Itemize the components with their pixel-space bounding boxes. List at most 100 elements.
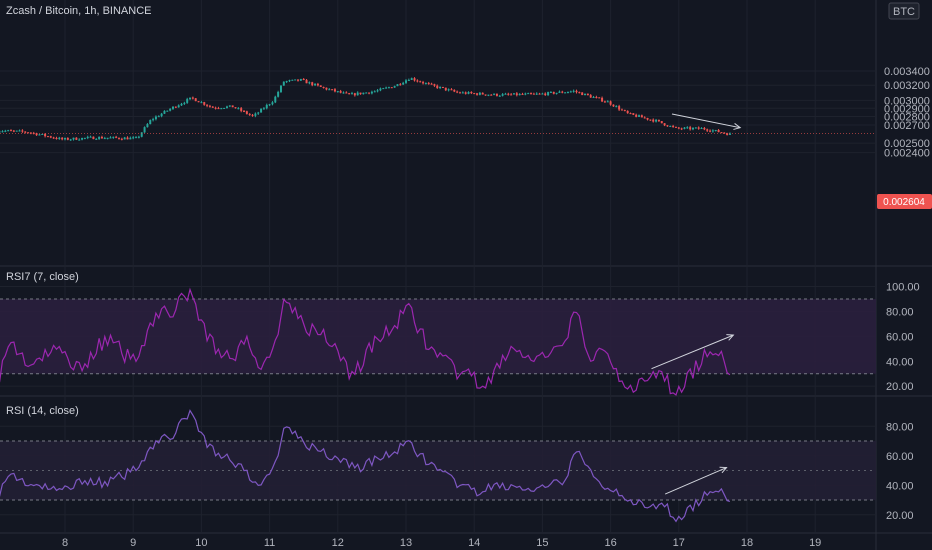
- candle-body: [424, 83, 427, 85]
- candle-body: [106, 137, 109, 139]
- price-tick-label: 0.003000: [884, 95, 930, 107]
- candle-body: [336, 91, 339, 93]
- candle-body: [46, 136, 49, 138]
- candle-body: [294, 79, 297, 81]
- candle-body: [672, 125, 675, 127]
- candle-body: [376, 90, 379, 92]
- candle-body: [569, 91, 572, 93]
- candle-body: [407, 79, 410, 81]
- candle-body: [279, 85, 282, 92]
- candle-body: [152, 119, 155, 121]
- rsi14-trend-arrow: [664, 467, 727, 495]
- candle-body: [430, 83, 433, 85]
- candle-body: [274, 96, 277, 103]
- candle-body: [385, 87, 388, 89]
- price-tick-label: 0.002900: [884, 103, 930, 115]
- candle-body: [566, 92, 569, 94]
- candle-body: [530, 93, 533, 95]
- candle-body: [436, 85, 439, 89]
- candle-body: [694, 127, 697, 129]
- candle-body: [686, 127, 689, 129]
- candle-body: [589, 95, 592, 98]
- candle-body: [1, 131, 4, 133]
- candle-body: [21, 130, 24, 132]
- candle-body: [552, 91, 555, 94]
- candle-body: [666, 125, 669, 127]
- candle-body: [527, 93, 530, 95]
- x-tick-label: 11: [264, 537, 275, 549]
- candle-body: [137, 136, 140, 138]
- candle-body: [86, 136, 89, 138]
- candle-body: [166, 110, 169, 112]
- candle-body: [450, 89, 453, 91]
- candle-body: [464, 92, 467, 94]
- candle-body: [243, 110, 246, 112]
- candle-body: [64, 138, 66, 140]
- candle-body: [345, 92, 348, 94]
- candle-body: [353, 93, 356, 96]
- candle-body: [510, 94, 513, 96]
- candle-body: [197, 101, 200, 103]
- candle-body: [467, 92, 470, 94]
- axes: 8 9 10 11 12 13 14 15 16 17 18 19 0.003400 0.003200 0.…: [62, 66, 930, 549]
- candle-body: [277, 91, 280, 97]
- candle-body: [484, 94, 487, 96]
- candle-body: [692, 127, 695, 130]
- price-trend-arrow: [671, 113, 741, 129]
- candle-body: [626, 110, 629, 114]
- rsi7-tick-label: 60.00: [886, 331, 914, 343]
- candle-body: [524, 93, 527, 95]
- candle-body: [470, 92, 473, 94]
- candle-body: [157, 116, 160, 118]
- candle-body: [683, 127, 686, 129]
- candle-body: [453, 89, 456, 92]
- candle-body: [498, 95, 501, 97]
- candle-body: [606, 101, 609, 103]
- candle-body: [140, 132, 143, 137]
- x-tick-label: 9: [130, 537, 136, 549]
- candle-body: [15, 130, 18, 132]
- candle-body: [726, 133, 729, 135]
- candle-body: [171, 106, 174, 109]
- rsi14-trend-arrow-head: [719, 466, 728, 474]
- candle-body: [478, 92, 481, 95]
- candle-body: [24, 131, 27, 133]
- rsi7-tick-label: 20.00: [886, 381, 914, 393]
- rsi7-trend-arrow-head: [726, 334, 735, 341]
- candle-body: [194, 98, 197, 102]
- candle-body: [598, 97, 601, 99]
- candle-body: [447, 89, 450, 91]
- candle-body: [547, 92, 550, 96]
- candle-body: [365, 92, 368, 94]
- candle-body: [609, 101, 612, 105]
- candle-body: [217, 108, 220, 110]
- candle-body: [112, 136, 115, 138]
- x-tick-label: 17: [673, 537, 685, 549]
- candle-body: [657, 119, 660, 122]
- candle-body: [720, 132, 723, 134]
- candle-body: [146, 124, 149, 128]
- candle-body: [433, 84, 436, 86]
- candle-body: [709, 130, 712, 132]
- candle-body: [473, 93, 476, 95]
- candle-body: [72, 137, 75, 140]
- candle-body: [402, 82, 405, 85]
- candle-body: [368, 92, 371, 94]
- candle-body: [44, 133, 47, 137]
- candle-body: [646, 117, 649, 120]
- candle-body: [632, 113, 635, 115]
- candle-body: [564, 92, 567, 94]
- candle-body: [41, 133, 44, 135]
- candle-body: [109, 137, 112, 139]
- candle-body: [362, 92, 365, 95]
- currency-badge[interactable]: [888, 2, 920, 20]
- x-tick-label: 8: [62, 537, 68, 549]
- rsi7-trend-arrow: [651, 334, 734, 370]
- candle-body: [399, 84, 402, 86]
- candle-body: [0, 131, 1, 133]
- candle-body: [507, 93, 510, 95]
- candle-body: [512, 93, 515, 95]
- candle-body: [328, 89, 331, 91]
- candle-body: [291, 79, 294, 81]
